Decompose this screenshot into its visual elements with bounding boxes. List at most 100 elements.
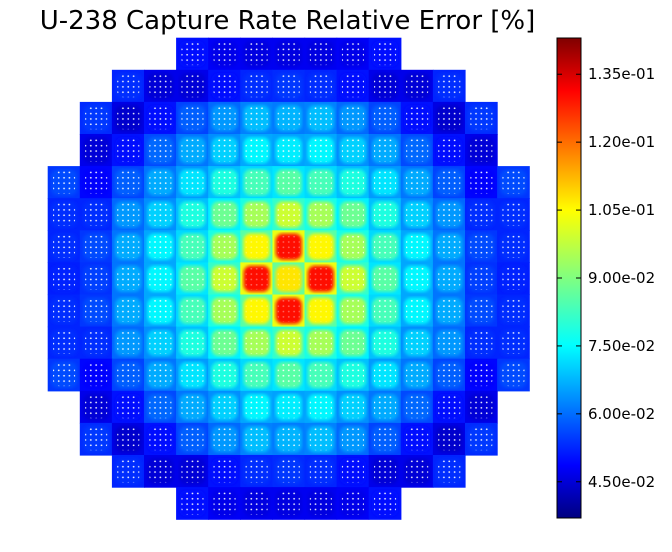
fuel-pin-lattice bbox=[149, 299, 172, 322]
fuel-pin-lattice bbox=[149, 396, 172, 419]
colorbar-tick-label: 1.05e-01 bbox=[588, 201, 655, 219]
fuel-pin-lattice bbox=[181, 428, 204, 451]
fuel-pin-lattice bbox=[245, 299, 268, 322]
fuel-pin-lattice bbox=[245, 492, 268, 515]
fuel-pin-lattice bbox=[149, 107, 172, 130]
fuel-pin-lattice bbox=[341, 171, 364, 194]
fuel-pin-lattice bbox=[406, 75, 429, 98]
fuel-pin-lattice bbox=[149, 428, 172, 451]
fuel-pin-lattice bbox=[309, 43, 332, 66]
fuel-pin-lattice bbox=[181, 171, 204, 194]
fuel-pin-lattice bbox=[277, 171, 300, 194]
fuel-pin-lattice bbox=[277, 299, 300, 322]
fuel-pin-lattice bbox=[85, 364, 108, 387]
fuel-pin-lattice bbox=[438, 331, 461, 354]
fuel-pin-lattice bbox=[53, 235, 76, 258]
fuel-pin-lattice bbox=[53, 331, 76, 354]
fuel-pin-lattice bbox=[470, 396, 493, 419]
fuel-pin-lattice bbox=[213, 396, 236, 419]
fuel-pin-lattice bbox=[438, 460, 461, 483]
fuel-pin-lattice bbox=[374, 492, 397, 515]
fuel-pin-lattice bbox=[341, 299, 364, 322]
fuel-pin-lattice bbox=[277, 203, 300, 226]
fuel-pin-lattice bbox=[245, 107, 268, 130]
fuel-pin-lattice bbox=[470, 428, 493, 451]
fuel-pin-lattice bbox=[502, 171, 525, 194]
fuel-pin-lattice bbox=[245, 428, 268, 451]
fuel-pin-lattice bbox=[213, 299, 236, 322]
fuel-pin-lattice bbox=[181, 235, 204, 258]
chart-title: U-238 Capture Rate Relative Error [%] bbox=[39, 6, 536, 36]
fuel-pin-lattice bbox=[309, 235, 332, 258]
fuel-pin-lattice bbox=[309, 139, 332, 162]
fuel-pin-lattice bbox=[213, 428, 236, 451]
fuel-pin-lattice bbox=[277, 364, 300, 387]
fuel-pin-lattice bbox=[502, 235, 525, 258]
fuel-pin-lattice bbox=[309, 364, 332, 387]
fuel-pin-lattice bbox=[213, 460, 236, 483]
fuel-pin-lattice bbox=[406, 460, 429, 483]
colorbar-tick-label: 6.00e-02 bbox=[588, 405, 655, 423]
fuel-pin-lattice bbox=[341, 75, 364, 98]
fuel-pin-lattice bbox=[149, 331, 172, 354]
fuel-pin-lattice bbox=[470, 139, 493, 162]
fuel-pin-lattice bbox=[341, 139, 364, 162]
fuel-pin-lattice bbox=[341, 364, 364, 387]
fuel-pin-lattice bbox=[181, 43, 204, 66]
fuel-pin-lattice bbox=[406, 396, 429, 419]
fuel-pin-lattice bbox=[277, 235, 300, 258]
fuel-pin-lattice bbox=[181, 203, 204, 226]
fuel-pin-lattice bbox=[374, 107, 397, 130]
fuel-pin-lattice bbox=[85, 331, 108, 354]
fuel-pin-lattice bbox=[309, 299, 332, 322]
fuel-pin-lattice bbox=[406, 235, 429, 258]
fuel-pin-lattice bbox=[245, 43, 268, 66]
fuel-pin-lattice bbox=[438, 139, 461, 162]
colorbar-tick-label: 9.00e-02 bbox=[588, 269, 655, 287]
fuel-pin-lattice bbox=[213, 139, 236, 162]
fuel-pin-lattice bbox=[53, 203, 76, 226]
fuel-pin-lattice bbox=[374, 75, 397, 98]
fuel-pin-lattice bbox=[374, 203, 397, 226]
fuel-pin-lattice bbox=[277, 396, 300, 419]
fuel-pin-lattice bbox=[438, 267, 461, 290]
fuel-pin-lattice bbox=[181, 299, 204, 322]
fuel-pin-lattice bbox=[277, 460, 300, 483]
fuel-pin-lattice bbox=[117, 428, 140, 451]
fuel-pin-lattice bbox=[117, 75, 140, 98]
fuel-pin-lattice bbox=[309, 428, 332, 451]
fuel-pin-lattice bbox=[117, 364, 140, 387]
fuel-pin-lattice bbox=[277, 428, 300, 451]
fuel-pin-lattice bbox=[245, 235, 268, 258]
fuel-pin-lattice bbox=[374, 43, 397, 66]
fuel-pin-lattice bbox=[309, 492, 332, 515]
fuel-pin-lattice bbox=[213, 75, 236, 98]
core-heatmap bbox=[47, 37, 530, 520]
fuel-pin-lattice bbox=[85, 235, 108, 258]
fuel-pin-lattice bbox=[502, 299, 525, 322]
fuel-pin-lattice bbox=[502, 267, 525, 290]
fuel-pin-lattice bbox=[181, 396, 204, 419]
fuel-pin-lattice bbox=[85, 267, 108, 290]
fuel-pin-lattice bbox=[181, 364, 204, 387]
fuel-pin-lattice bbox=[117, 171, 140, 194]
fuel-pin-lattice bbox=[245, 331, 268, 354]
fuel-pin-lattice bbox=[117, 139, 140, 162]
fuel-pin-lattice bbox=[245, 139, 268, 162]
colorbar-ticks: 4.50e-02 6.00e-02 7.50e-02 9.00e-02 1.05e-01… bbox=[557, 65, 655, 491]
fuel-pin-lattice bbox=[181, 107, 204, 130]
fuel-pin-lattice bbox=[502, 203, 525, 226]
fuel-pin-lattice bbox=[341, 331, 364, 354]
fuel-pin-lattice bbox=[374, 364, 397, 387]
fuel-pin-lattice bbox=[374, 428, 397, 451]
fuel-pin-lattice bbox=[181, 75, 204, 98]
fuel-pin-lattice bbox=[53, 364, 76, 387]
fuel-pin-lattice bbox=[117, 460, 140, 483]
fuel-pin-lattice bbox=[341, 396, 364, 419]
fuel-pin-lattice bbox=[213, 235, 236, 258]
fuel-pin-lattice bbox=[309, 75, 332, 98]
fuel-pin-lattice bbox=[438, 107, 461, 130]
fuel-pin-lattice bbox=[341, 428, 364, 451]
fuel-pin-lattice bbox=[438, 299, 461, 322]
fuel-pin-lattice bbox=[117, 203, 140, 226]
